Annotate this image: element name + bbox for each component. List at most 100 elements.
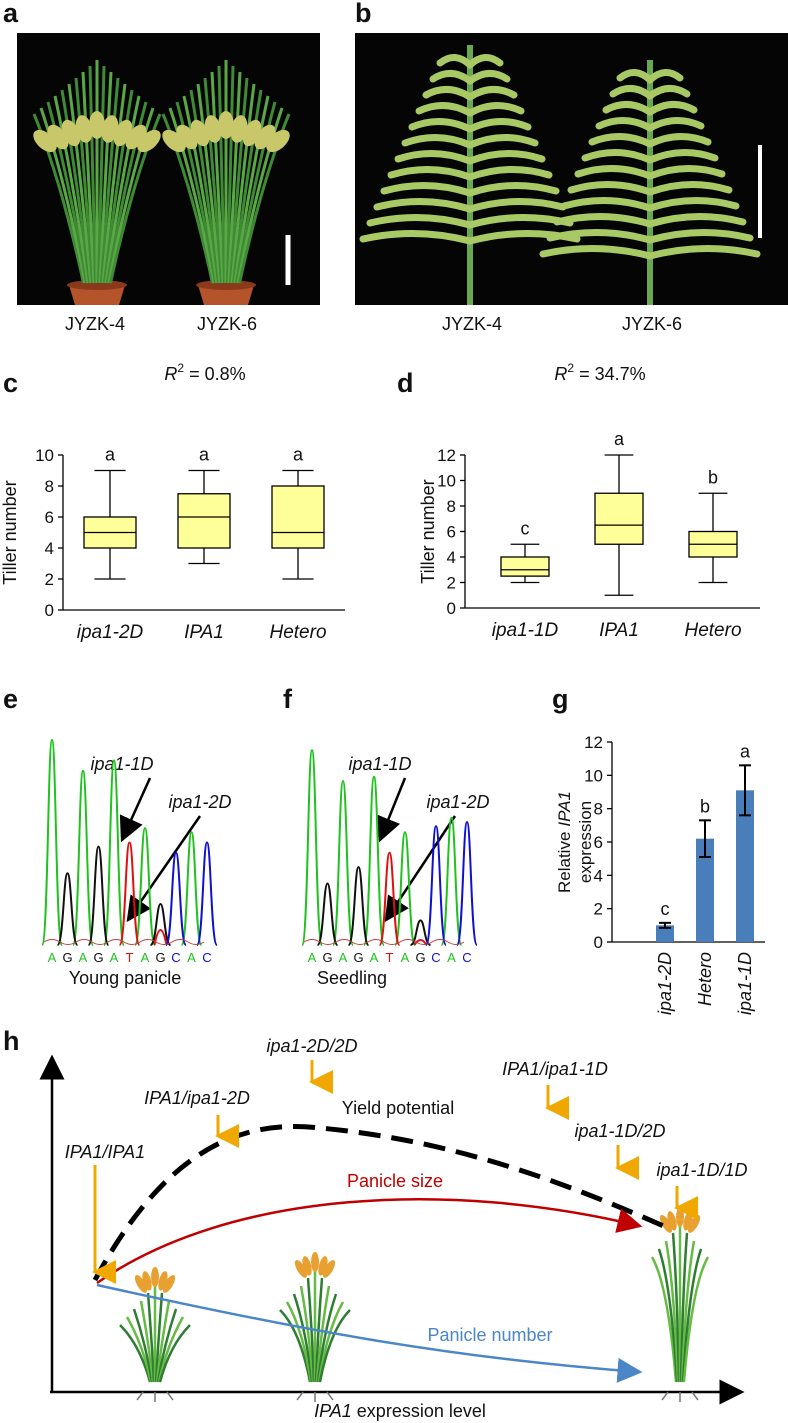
- panel-label: b: [355, 0, 372, 28]
- plant-leaf: [157, 1316, 185, 1383]
- plant-panicle: [311, 1252, 319, 1272]
- branch: [415, 102, 474, 117]
- x-axis-label: IPA1 expression level: [314, 1401, 486, 1421]
- panicle: [33, 129, 57, 153]
- pot: [198, 285, 254, 305]
- trace: [56, 845, 172, 946]
- plant-panicle: [134, 1275, 148, 1293]
- leaf: [227, 71, 242, 284]
- plant-leaf: [285, 1301, 313, 1383]
- branch: [466, 198, 567, 213]
- x-tick-label: ipa1-1D: [735, 952, 755, 1015]
- arrow: [384, 815, 457, 923]
- y-tick-label: 2: [45, 570, 54, 589]
- box: [271, 485, 325, 549]
- trace: [316, 866, 431, 946]
- plant-panicle: [294, 1260, 308, 1278]
- leaf: [182, 95, 219, 284]
- x-tick-label: ipa1-2D: [655, 952, 675, 1015]
- leaf: [106, 101, 148, 284]
- base-letter: A: [48, 950, 57, 965]
- y-axis-label: Tiller number: [418, 479, 438, 583]
- base-letter: A: [110, 950, 119, 965]
- leaf: [98, 71, 113, 284]
- branch: [646, 85, 691, 100]
- allele-label: ipa1-1D: [90, 754, 153, 774]
- plant-leaf: [664, 1240, 680, 1383]
- plant-leaf: [299, 1285, 315, 1383]
- leaf: [107, 107, 155, 284]
- leaf: [230, 83, 256, 284]
- y-axis-label-text: Relative: [555, 832, 574, 893]
- caption: Seedling: [317, 968, 387, 988]
- leaf: [235, 101, 277, 284]
- significance-letter: b: [708, 467, 718, 487]
- branch: [581, 148, 654, 164]
- plant-leaf: [154, 1292, 164, 1383]
- branch: [602, 101, 654, 116]
- y-tick-label: 4: [594, 866, 603, 885]
- trace: [425, 820, 478, 946]
- annotation: R2 = 0.8%: [164, 361, 245, 384]
- panicle: [266, 129, 290, 153]
- plant-leaf: [671, 1232, 681, 1383]
- y-tick-label: 8: [594, 800, 603, 819]
- branch: [466, 149, 546, 165]
- plant-panicle: [151, 1267, 159, 1287]
- base-letter: A: [401, 950, 410, 965]
- allele-label: ipa1-2D: [168, 792, 231, 812]
- plant-leaf: [279, 1309, 312, 1383]
- branch: [567, 181, 654, 196]
- panicle: [218, 111, 234, 139]
- base-letter: C: [431, 950, 440, 965]
- y-tick-label: 12: [584, 733, 603, 752]
- base-letter: A: [308, 950, 317, 965]
- y-tick-label: 0: [447, 599, 456, 618]
- plant-leaf: [650, 1256, 678, 1383]
- plant-panicle: [162, 1275, 176, 1293]
- yield-curve: [92, 1123, 670, 1282]
- base-letter: G: [155, 950, 165, 965]
- plant-panicle: [302, 1256, 312, 1276]
- x-axis-label-gene: IPA1: [314, 1401, 352, 1421]
- panicle: [61, 119, 81, 147]
- leaf: [81, 71, 96, 284]
- base-letter: A: [79, 950, 88, 965]
- base-letter: A: [339, 950, 348, 965]
- leaf: [203, 77, 223, 284]
- branch: [466, 166, 553, 181]
- annotation-value: = 0.8%: [189, 364, 246, 384]
- base-letter: A: [187, 950, 196, 965]
- branch: [609, 85, 654, 100]
- leaf: [189, 89, 220, 284]
- plant-panicle: [659, 1215, 673, 1233]
- branch: [588, 133, 654, 148]
- annotation-sup: 2: [177, 361, 184, 375]
- genotype-label: IPA1/IPA1: [65, 1142, 145, 1162]
- y-tick-label: 0: [594, 933, 603, 952]
- branch: [429, 70, 474, 85]
- y-tick-label: 2: [447, 574, 456, 593]
- caption: Young panicle: [69, 968, 181, 988]
- significance-letter: a: [740, 741, 751, 761]
- curve-label: Yield potential: [342, 1098, 454, 1118]
- leaf: [103, 89, 134, 284]
- significance-letter: b: [700, 796, 710, 816]
- significance-letter: c: [521, 518, 530, 538]
- plant-leaf: [125, 1316, 153, 1383]
- plant-leaf: [155, 1300, 171, 1383]
- panicle: [162, 129, 186, 153]
- plant-leaf: [158, 1324, 191, 1383]
- genotype-label: IPA1/ipa1-1D: [502, 1059, 608, 1079]
- noise: [303, 939, 465, 945]
- significance-letter: a: [614, 429, 625, 449]
- base-letter: A: [370, 950, 379, 965]
- trace: [118, 841, 168, 946]
- leaf: [100, 77, 120, 284]
- branch: [380, 182, 474, 197]
- leaf: [175, 101, 217, 284]
- base-letter: G: [322, 950, 332, 965]
- branch: [546, 228, 654, 244]
- base-letter: T: [126, 950, 134, 965]
- branch: [646, 197, 740, 212]
